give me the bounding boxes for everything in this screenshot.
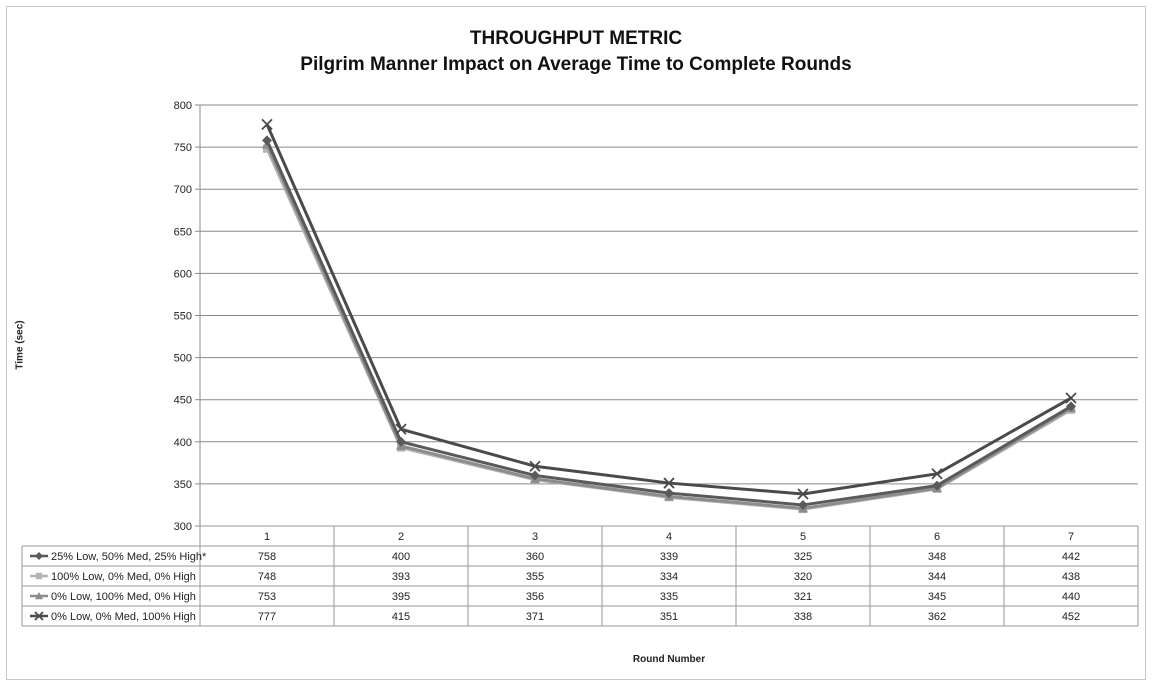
y-tick-labels: 300 350 400 450 500 550 600 650 700 750 800 [174,100,192,533]
data-point [396,436,406,447]
data-table-value: 400 [392,551,410,563]
data-point [932,480,942,491]
data-point [261,118,273,131]
data-table-value: 320 [794,571,812,583]
data-table-value: 356 [526,591,544,603]
x-tick-label: 2 [398,531,404,543]
data-table-value: 334 [660,571,678,583]
data-table-value: 345 [928,591,946,603]
marker-stroke [529,460,541,472]
data-point [529,460,541,472]
y-tick-label: 600 [174,268,192,280]
data-table-value: 348 [928,551,946,563]
data-table-value: 344 [928,571,946,583]
data-table-value: 321 [794,591,812,603]
data-table-value: 748 [258,571,276,583]
series-line [265,123,1072,496]
x-tick-label: 7 [1068,531,1074,543]
data-table-value: 415 [392,611,410,623]
y-tick-label: 450 [174,395,192,407]
series-line [265,139,1072,507]
y-tick-label: 750 [174,142,192,154]
x-tick-label: 6 [934,531,940,543]
data-table-value: 360 [526,551,544,563]
data-point [931,468,943,480]
data-table-value: 758 [258,551,276,563]
marker-stroke [261,118,273,131]
data-table-value: 335 [660,591,678,603]
data-table-value: 338 [794,611,812,623]
data-table-value: 355 [526,571,544,583]
data-point [798,499,808,510]
series-line [265,148,1072,511]
data-table-value: 452 [1062,611,1080,623]
data-point [1065,392,1077,404]
data-point [797,488,809,500]
data-table-value: 393 [392,571,410,583]
data-table-value: 371 [526,611,544,623]
chart-subtitle: Pilgrim Manner Impact on Average Time to… [300,54,852,75]
data-table-value: 442 [1062,551,1080,563]
chart-frame [6,6,1146,680]
data-table-value: 351 [660,611,678,623]
data-table-value: 362 [928,611,946,623]
data-point [262,135,272,146]
series-line [265,143,1072,510]
legend-entry: 0% Low, 0% Med, 100% High [51,611,196,623]
marker-stroke [797,488,809,500]
chart-title: THROUGHPUT METRIC [469,28,683,49]
x-tick-label: 5 [800,531,806,543]
y-tick-label: 800 [174,100,192,112]
marker-stroke [34,611,44,621]
x-tick-label: 1 [264,531,270,543]
data-point [395,423,407,435]
y-tick-label: 350 [174,479,192,491]
y-tick-label: 700 [174,184,192,196]
legend-marker [35,572,43,580]
data-point [663,477,675,489]
y-tick-label: 400 [174,437,192,449]
x-tick-label: 4 [666,531,672,543]
data-point [530,470,540,481]
legend-marker [35,552,43,560]
marker-stroke [931,468,943,480]
marker-stroke [663,477,675,489]
y-tick-label: 300 [174,521,192,533]
marker-stroke [395,423,407,435]
data-table-value: 753 [258,591,276,603]
x-tick-label: 3 [532,531,538,543]
data-point [664,488,674,499]
legend-marker [34,611,44,621]
legend-marker [35,592,43,600]
data-point [1066,401,1076,412]
data-table: 1 2 3 4 5 6 725% Low, 50% Med, 25% High* 758 400… [21,525,1139,627]
marker-stroke [1065,392,1077,404]
y-tick-label: 500 [174,353,192,365]
legend-entry: 25% Low, 50% Med, 25% High* [51,551,207,563]
data-table-value: 440 [1062,591,1080,603]
legend-entry: 100% Low, 0% Med, 0% High [51,571,196,583]
data-table-value: 438 [1062,571,1080,583]
data-point [263,144,271,153]
gridlines [195,104,1138,527]
data-table-value: 395 [392,591,410,603]
y-tick-label: 650 [174,226,192,238]
data-table-value: 777 [258,611,276,623]
series-lines [261,118,1077,514]
x-axis-label: Round Number [632,654,706,665]
data-table-value: 325 [794,551,812,563]
y-tick-label: 550 [174,311,192,323]
legend-entry: 0% Low, 100% Med, 0% High [51,591,196,603]
data-table-value: 339 [660,551,678,563]
